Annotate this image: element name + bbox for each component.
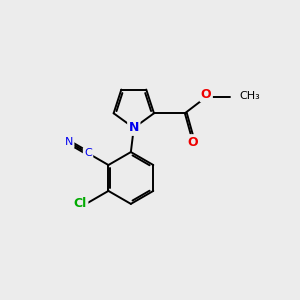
Text: O: O [187, 136, 198, 148]
Text: N: N [65, 137, 73, 147]
Text: N: N [129, 122, 139, 134]
Text: C: C [84, 148, 92, 158]
Text: CH₃: CH₃ [240, 91, 260, 100]
Text: O: O [201, 88, 212, 100]
Text: Cl: Cl [74, 197, 87, 210]
